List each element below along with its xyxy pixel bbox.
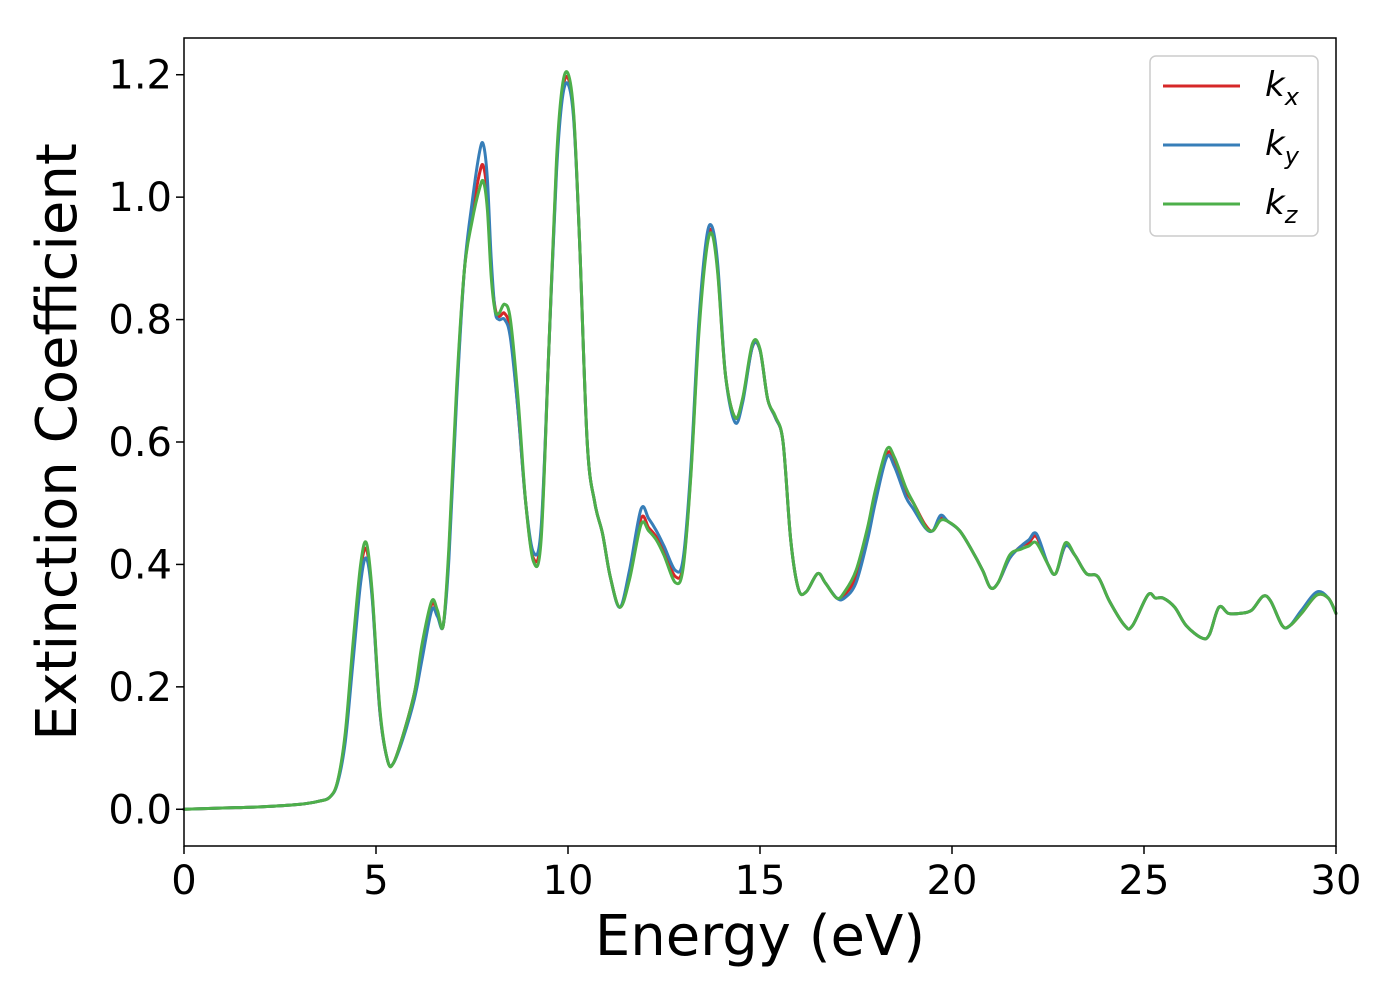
x-axis-ticks: 0 5 10 15 20 25 30 [171,846,1361,904]
y-tick-label: 1.2 [108,53,172,99]
x-tick-label: 0 [171,858,196,904]
legend-label-main: k [1265,65,1286,105]
legend-label-subscript: x [1284,83,1300,111]
y-tick-label: 0.8 [108,298,172,344]
series-layer [182,70,1338,811]
legend-label-kx: kx [1265,65,1300,111]
legend-label-main: k [1265,183,1286,223]
legend-label-ky: ky [1265,124,1300,170]
y-tick-label: 0.6 [108,420,172,466]
legend-label-main: k [1265,124,1286,164]
series-line-kz [182,70,1338,811]
x-tick-label: 25 [1119,858,1170,904]
y-axis-label: Extinction Coefficient [25,143,90,741]
x-axis-label: Energy (eV) [595,904,925,969]
y-tick-label: 0.2 [108,665,172,711]
x-tick-label: 10 [543,858,594,904]
x-tick-label: 30 [1311,858,1362,904]
legend-label-subscript: y [1284,142,1300,170]
legend-label-subscript: z [1284,201,1299,229]
x-tick-label: 20 [927,858,978,904]
x-tick-label: 5 [363,858,388,904]
y-tick-label: 0.0 [108,787,172,833]
legend-label-kz: kz [1265,183,1299,229]
y-tick-label: 1.0 [108,175,172,221]
y-axis-ticks: 0.0 0.2 0.4 0.6 0.8 1.0 1.2 [108,53,184,833]
y-tick-label: 0.4 [108,542,172,588]
x-tick-label: 15 [735,858,786,904]
